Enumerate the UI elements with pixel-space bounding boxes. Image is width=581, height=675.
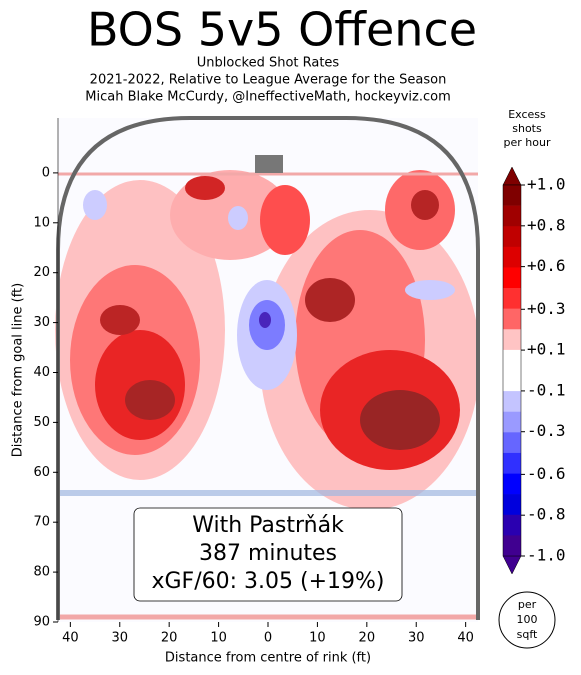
annotation-box — [133, 507, 403, 602]
colorbar-label: per hour — [504, 136, 551, 149]
y-tick-label: 70 — [33, 515, 50, 530]
colorbar-band — [503, 205, 521, 227]
colorbar-tick-label: +0.1 — [527, 340, 566, 359]
colorbar-tick-label: +0.6 — [527, 256, 566, 275]
annotation: With Pastrňák — [192, 513, 344, 538]
colorbar-tick-label: +0.3 — [527, 299, 566, 318]
x-tick-label: 40 — [457, 631, 474, 646]
colorbar-tick-label: -0.1 — [527, 380, 566, 399]
y-tick-label: 30 — [33, 315, 50, 330]
colorbar-band — [503, 473, 521, 495]
colorbar-band — [503, 411, 521, 433]
colorbar-band — [503, 370, 521, 392]
colorbar-extension — [502, 166, 522, 186]
y-tick-label: 10 — [33, 215, 50, 230]
shot-rate-contours — [55, 170, 480, 510]
colorbar-band — [503, 514, 521, 536]
blue-line — [58, 490, 478, 496]
colorbar-band — [503, 329, 521, 351]
x-axis-label: Distance from centre of rink (ft) — [165, 651, 371, 666]
unit-note: 100 — [517, 613, 538, 626]
colorbar-label: shots — [512, 122, 542, 135]
colorbar-tick-label: +1.0 — [527, 175, 566, 194]
colorbar-band — [503, 349, 521, 371]
colorbar-tick-label: -0.3 — [527, 421, 566, 440]
y-tick-label: 80 — [33, 565, 50, 580]
x-tick-label: 10 — [210, 631, 227, 646]
x-tick-label: 10 — [309, 631, 326, 646]
boards — [56, 116, 480, 620]
y-tick-label: 60 — [33, 465, 50, 480]
subtitle: Micah Blake McCurdy, @IneffectiveMath, h… — [85, 90, 451, 105]
colorbar-band — [503, 267, 521, 289]
x-tick-label: 20 — [359, 631, 376, 646]
x-tick-label: 30 — [408, 631, 425, 646]
x-tick-label: 40 — [62, 631, 79, 646]
colorbar-label: Excess — [508, 108, 546, 121]
colorbar-band — [503, 308, 521, 330]
colorbar-tick-label: -0.8 — [527, 505, 566, 524]
y-tick-label: 0 — [42, 165, 50, 180]
rink — [55, 116, 480, 622]
colorbar-band — [503, 246, 521, 268]
colorbar-tick-label: -0.6 — [527, 464, 566, 483]
colorbar-band — [503, 432, 521, 454]
colorbar-frame — [502, 184, 522, 557]
y-tick-label: 20 — [33, 265, 50, 280]
y-axis-label: Distance from goal line (ft) — [11, 283, 26, 457]
colorbar-band — [503, 535, 521, 557]
colorbar-tick-label: +0.8 — [527, 215, 566, 234]
colorbar-band — [503, 452, 521, 474]
x-tick-label: 30 — [111, 631, 128, 646]
y-tick-label: 40 — [33, 365, 50, 380]
x-tick-label: 0 — [264, 631, 272, 646]
colorbar-band — [503, 391, 521, 413]
subtitle: 2021-2022, Relative to League Average fo… — [90, 73, 447, 88]
net — [255, 155, 283, 173]
chart-title: BOS 5v5 Offence — [87, 3, 477, 57]
x-tick-label: 20 — [161, 631, 178, 646]
annotation: 387 minutes — [199, 541, 337, 566]
colorbar-extension — [502, 555, 522, 575]
unit-note: per — [518, 598, 537, 611]
annotation: xGF/60: 3.05 (+19%) — [151, 569, 384, 594]
colorbar-band — [503, 226, 521, 248]
unit-note: sqft — [517, 628, 538, 641]
colorbar-band — [503, 185, 521, 206]
subtitle: Unblocked Shot Rates — [197, 56, 340, 71]
colorbar-tick-label: -1.0 — [527, 546, 566, 565]
y-tick-label: 50 — [33, 415, 50, 430]
colorbar-band — [503, 288, 521, 309]
y-tick-label: 90 — [33, 615, 50, 630]
unit-circle — [498, 591, 556, 649]
colorbar-band — [503, 494, 521, 516]
